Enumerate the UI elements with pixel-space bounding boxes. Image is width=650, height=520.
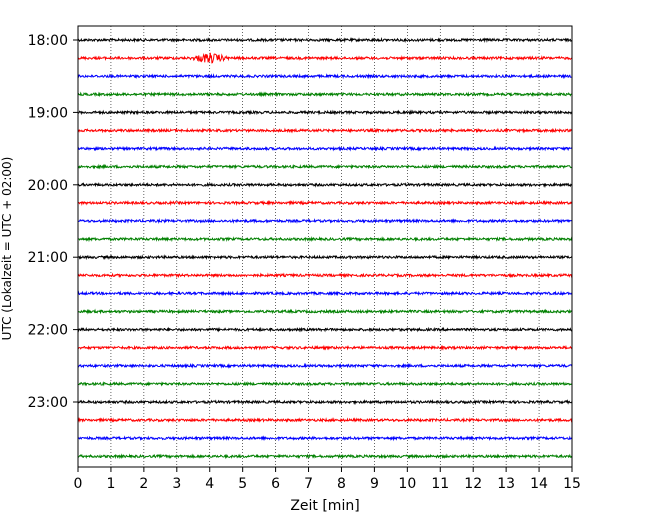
trace-2315: [77, 417, 573, 424]
trace-1930: [77, 145, 573, 152]
trace-2215: [77, 344, 573, 351]
trace-1915: [77, 127, 573, 134]
trace-2115: [77, 272, 573, 279]
y-tick-label-1900: 19:00: [28, 105, 68, 121]
y-axis-label: UTC (Lokalzeit = UTC + 02:00): [0, 157, 14, 341]
trace-1845: [77, 91, 573, 98]
trace-1815: [77, 52, 573, 64]
x-tick-label-14: 14: [530, 476, 548, 492]
trace-2300: [77, 399, 573, 406]
y-tick-label-1800: 18:00: [28, 33, 68, 49]
x-tick-label-12: 12: [464, 476, 482, 492]
y-tick-label-2100: 21:00: [28, 250, 68, 266]
trace-2100: [77, 254, 573, 261]
x-tick-label-13: 13: [497, 476, 515, 492]
trace-2015: [77, 199, 573, 206]
x-tick-label-9: 9: [370, 476, 379, 492]
x-tick-label-11: 11: [431, 476, 449, 492]
trace-2330: [77, 435, 573, 442]
trace-1945: [77, 163, 573, 170]
trace-1830: [77, 73, 573, 80]
y-axis: 18:00 19:00 20:00 21:00 22:00 23:00: [28, 33, 78, 411]
y-tick-label-2000: 20:00: [28, 178, 68, 194]
trace-2045: [77, 235, 573, 243]
plot-frame: [77, 25, 573, 468]
trace-layer: [77, 37, 573, 460]
x-tick-label-8: 8: [337, 476, 346, 492]
x-tick-label-10: 10: [398, 476, 416, 492]
trace-2130: [77, 290, 573, 297]
x-tick-label-15: 15: [563, 476, 581, 492]
x-tick-label-3: 3: [172, 476, 181, 492]
x-tick-label-4: 4: [205, 476, 214, 492]
trace-2030: [77, 217, 573, 225]
y-tick-label-2200: 22:00: [28, 323, 68, 339]
x-axis: 0 1 2 3 4 5 6 7 8 9 10 11 12 13 14 15: [74, 467, 581, 492]
x-tick-label-0: 0: [74, 476, 83, 492]
x-tick-label-1: 1: [106, 476, 115, 492]
x-tick-label-7: 7: [304, 476, 313, 492]
trace-2145: [77, 308, 573, 315]
trace-2245: [77, 381, 573, 387]
x-tick-label-2: 2: [139, 476, 148, 492]
trace-2000: [77, 181, 573, 188]
trace-2200: [77, 326, 573, 333]
y-tick-label-2300: 23:00: [28, 395, 68, 411]
trace-1900: [77, 109, 573, 116]
x-tick-label-6: 6: [271, 476, 280, 492]
trace-1800: [77, 37, 573, 44]
trace-2230: [77, 362, 573, 369]
x-tick-label-5: 5: [238, 476, 247, 492]
x-axis-label: Zeit [min]: [290, 498, 359, 514]
trace-2345: [77, 453, 573, 460]
